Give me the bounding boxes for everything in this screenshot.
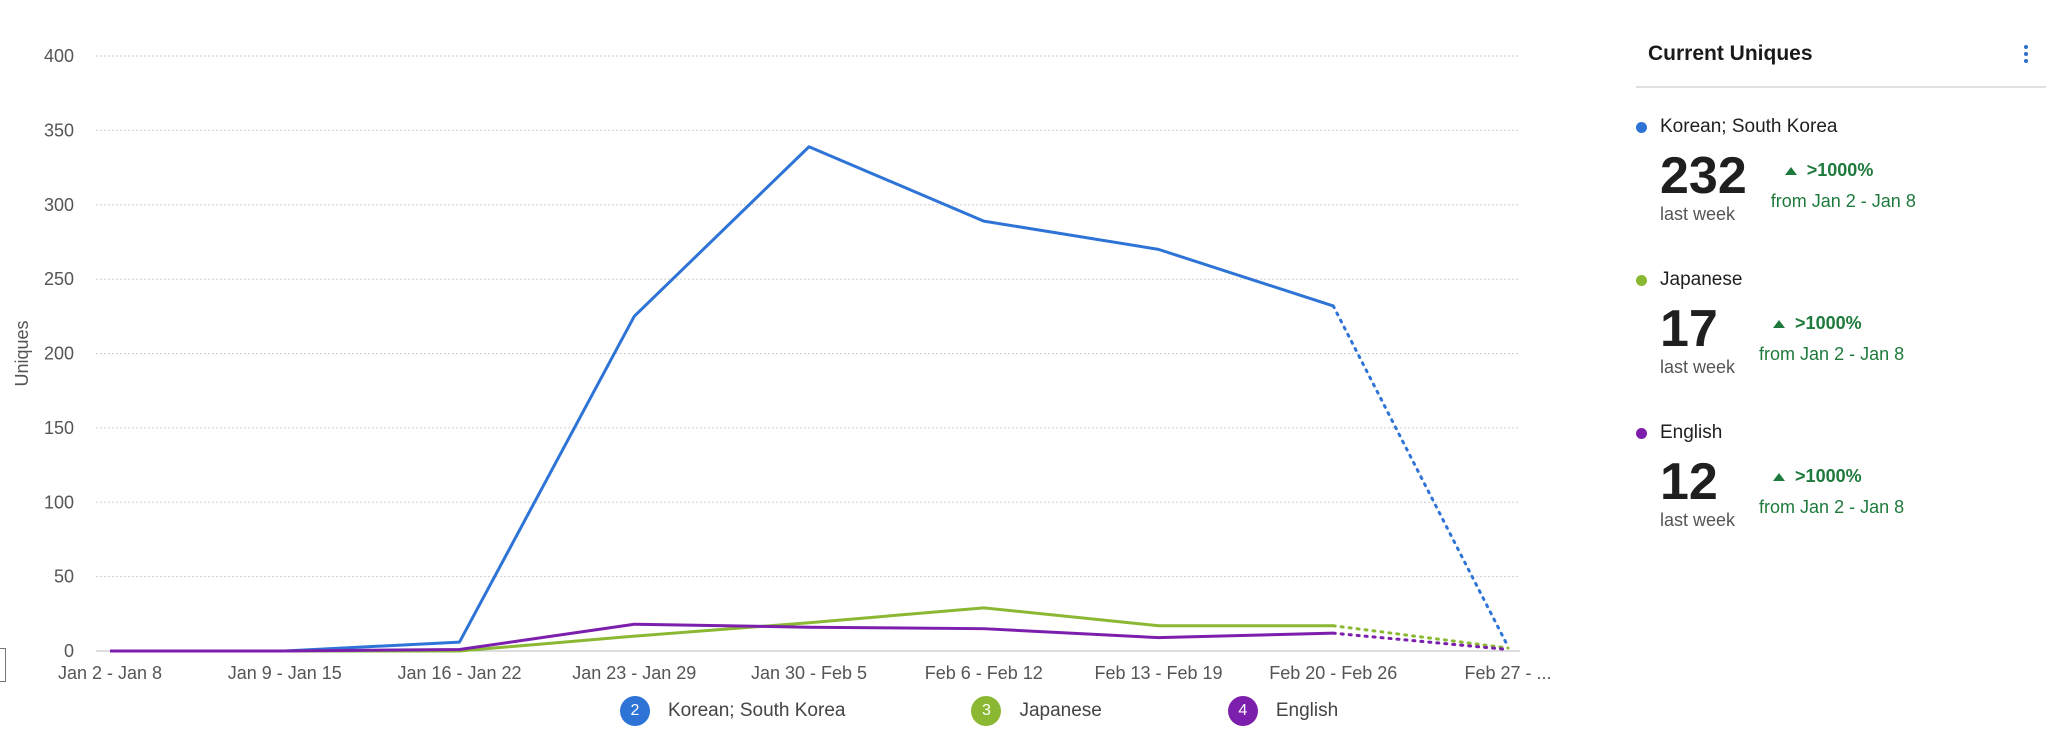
metric-sub: last week xyxy=(1660,357,1736,377)
x-tick-label: Feb 20 - Feb 26 xyxy=(1269,663,1397,683)
legend-label: Korean; South Korea xyxy=(668,700,846,721)
panel-header: Current Uniques xyxy=(1636,30,2046,88)
legend-item-english[interactable]: 4 English xyxy=(1227,696,1339,726)
metric-change: >1000% xyxy=(1795,313,1862,333)
x-tick-label: Feb 13 - Feb 19 xyxy=(1094,663,1222,683)
current-uniques-panel: Current Uniques Korean; South Korea 232 … xyxy=(1636,30,2046,531)
triangle-up-icon xyxy=(1784,166,1797,175)
x-tick-label: Jan 16 - Jan 22 xyxy=(397,663,521,683)
series-projection-2 xyxy=(1331,631,1510,652)
y-tick-label: 50 xyxy=(54,567,74,587)
legend-label: English xyxy=(1275,700,1339,721)
legend-badge: 3 xyxy=(971,696,1002,726)
x-tick-label: Jan 30 - Feb 5 xyxy=(751,663,867,683)
metric-sub: last week xyxy=(1660,204,1736,224)
legend-label: Japanese xyxy=(1019,700,1102,721)
metric-value: 12 xyxy=(1660,453,1718,511)
legend-item-japanese[interactable]: 3 Japanese xyxy=(971,696,1102,726)
metric-from: from Jan 2 - Jan 8 xyxy=(1759,344,1905,364)
line-chart: 0 50 100 150 200 250 300 350 400 Uniques Jan 2 - J… xyxy=(12,46,1552,683)
metric-name: English xyxy=(1660,422,1723,443)
y-tick-label: 200 xyxy=(44,344,74,364)
y-tick-label: 100 xyxy=(44,492,74,512)
legend-badge: 2 xyxy=(620,696,650,726)
y-tick-label: 400 xyxy=(44,46,74,66)
chart-area: 0 50 100 150 200 250 300 350 400 Uniques Jan 2 - J… xyxy=(0,46,1552,726)
left-edge-handle xyxy=(0,648,6,682)
metric-english: English 12 last week >1000% from Jan 2 -… xyxy=(1636,422,2046,531)
y-tick-label: 150 xyxy=(44,418,74,438)
metric-korean: Korean; South Korea 232 last week >1000%… xyxy=(1636,116,2046,225)
y-tick-label: 350 xyxy=(44,120,74,140)
x-tick-label: Jan 9 - Jan 15 xyxy=(228,663,342,683)
x-tick-label: Jan 23 - Jan 29 xyxy=(572,663,696,683)
series-dot xyxy=(1636,121,1647,133)
x-tick-label: Jan 2 - Jan 8 xyxy=(58,663,162,683)
legend-badge: 4 xyxy=(1227,696,1258,726)
series-line-0 xyxy=(110,145,1334,653)
y-axis-title: Uniques xyxy=(12,320,32,386)
metric-value: 17 xyxy=(1660,300,1718,358)
panel-title: Current Uniques xyxy=(1648,42,1813,65)
series-projection-1 xyxy=(1331,624,1510,650)
series-line-1 xyxy=(110,606,1334,653)
y-tick-label: 0 xyxy=(64,641,74,661)
legend-item-korean[interactable]: 2 Korean; South Korea xyxy=(620,696,845,726)
x-tick-label: Feb 6 - Feb 12 xyxy=(925,663,1043,683)
triangle-up-icon xyxy=(1773,472,1786,481)
metric-name: Japanese xyxy=(1660,269,1743,290)
y-tick-label: 250 xyxy=(44,269,74,289)
chart-legend: 2 Korean; South Korea 3 Japanese 4 Engli… xyxy=(620,696,1464,726)
metric-change: >1000% xyxy=(1795,466,1862,486)
series-dot xyxy=(1636,274,1647,286)
series-dot xyxy=(1636,427,1647,439)
series-projection-0 xyxy=(1331,304,1510,649)
x-tick-label: Feb 27 - ... xyxy=(1464,663,1551,683)
metric-change: >1000% xyxy=(1806,160,1874,180)
metric-from: from Jan 2 - Jan 8 xyxy=(1759,497,1905,517)
y-tick-label: 300 xyxy=(44,195,74,215)
metric-name: Korean; South Korea xyxy=(1660,116,1838,137)
series-line-2 xyxy=(110,622,1334,653)
kebab-vertical-icon[interactable] xyxy=(2018,41,2034,67)
triangle-up-icon xyxy=(1773,319,1786,328)
metric-sub: last week xyxy=(1660,510,1736,530)
metric-japanese: Japanese 17 last week >1000% from Jan 2 … xyxy=(1636,269,2046,378)
metric-value: 232 xyxy=(1660,147,1747,205)
metric-from: from Jan 2 - Jan 8 xyxy=(1770,191,1916,211)
